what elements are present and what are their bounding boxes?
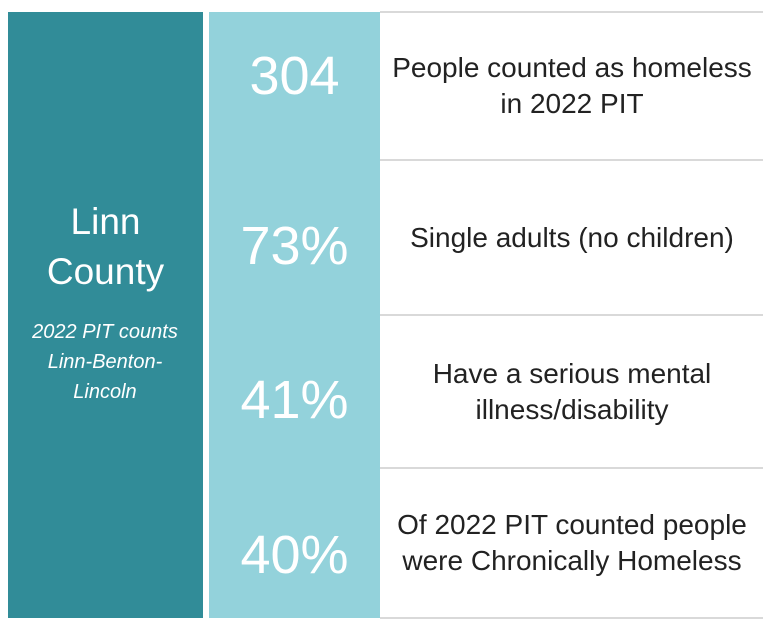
number-column xyxy=(209,12,380,618)
county-panel: Linn County 2022 PIT counts Linn-Benton-… xyxy=(8,12,203,618)
row-separator xyxy=(380,11,763,13)
stat-number: 41% xyxy=(240,369,349,430)
county-title: Linn County xyxy=(46,201,165,292)
stat-number: 40% xyxy=(240,525,349,585)
stat-description: Have a serious mental illness/disability xyxy=(432,357,712,425)
stat-number: 304 xyxy=(249,46,340,106)
stat-number: 73% xyxy=(240,215,349,276)
row-separator xyxy=(380,314,763,316)
stat-description: Single adults (no children) xyxy=(410,221,734,253)
row-separator xyxy=(380,467,763,469)
stat-description: Of 2022 PIT counted people were Chronica… xyxy=(397,509,747,576)
stat-description: People counted as homeless in 2022 PIT xyxy=(392,52,752,119)
county-note: 2022 PIT counts Linn-Benton-Lincoln xyxy=(32,321,178,403)
row-separator xyxy=(380,159,763,161)
